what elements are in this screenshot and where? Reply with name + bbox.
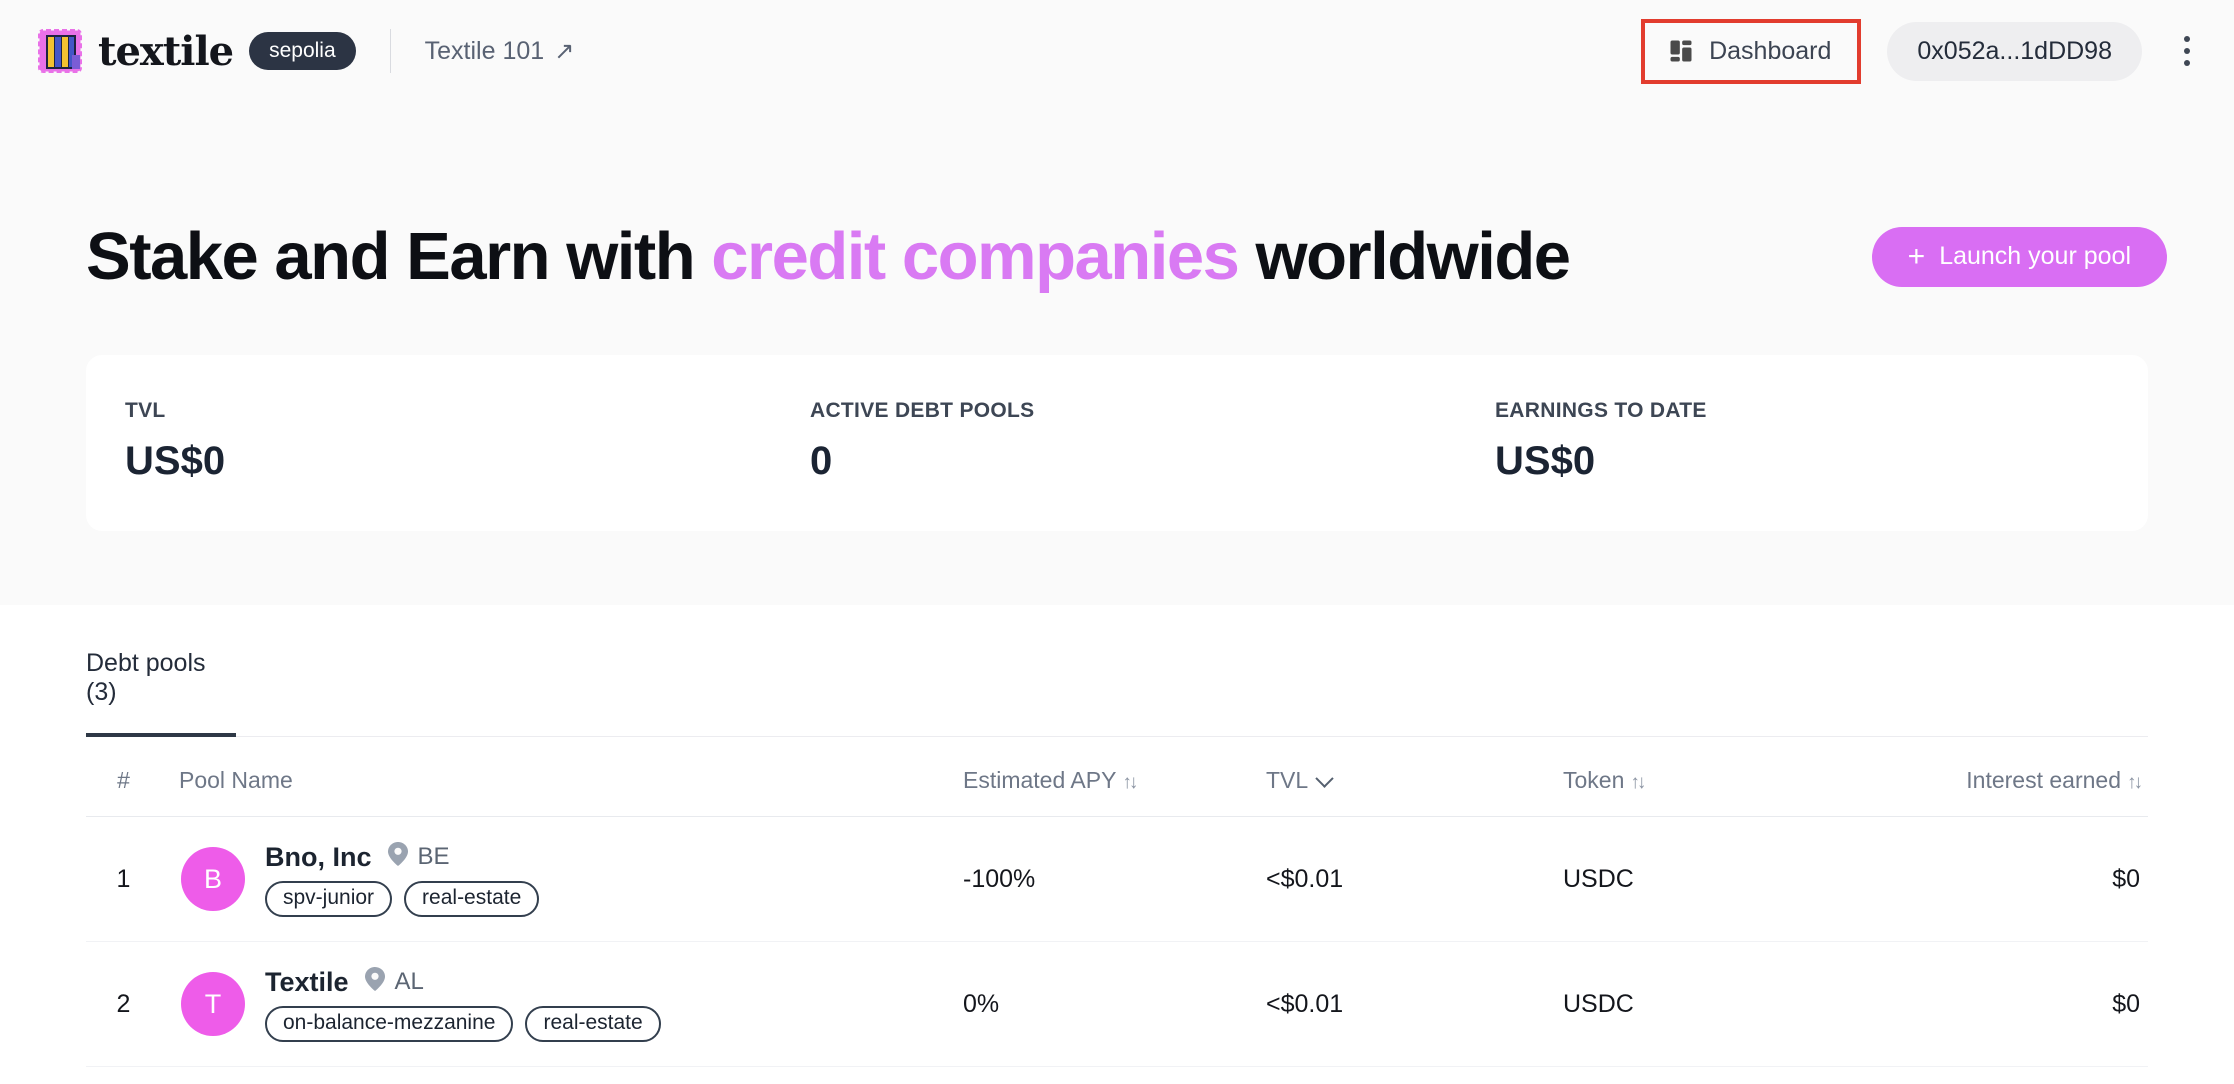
- hero: Stake and Earn with credit companies wor…: [86, 218, 2167, 295]
- sort-icon: ↑↓: [1630, 772, 1646, 793]
- cell-tvl: <$0.01: [1266, 941, 1563, 1067]
- cell-apy: -100%: [963, 816, 1266, 942]
- textile-stamp-logo-icon: [36, 27, 84, 75]
- dashboard-button-label: Dashboard: [1709, 36, 1832, 65]
- header-bar: textile sepolia Textile 101 ↗: [0, 0, 2234, 102]
- stat-tvl: TVL US$0: [125, 399, 810, 531]
- logo-link[interactable]: textile: [36, 27, 234, 75]
- pool-tags: spv-junior real-estate: [265, 880, 540, 917]
- stat-tvl-label: TVL: [125, 399, 166, 423]
- title-highlight: credit companies: [711, 219, 1240, 294]
- kebab-menu-icon[interactable]: [2176, 28, 2198, 74]
- row-index: 2: [86, 941, 161, 1067]
- tabbar: Debt pools (3): [86, 605, 2148, 737]
- row-index: 1: [86, 816, 161, 942]
- layout-dashboard-icon: [1667, 37, 1695, 65]
- table-row[interactable]: 2 T Textile AL: [86, 941, 2148, 1067]
- chevron-down-icon: [1315, 769, 1334, 788]
- page-title: Stake and Earn with credit companies wor…: [86, 218, 1571, 295]
- external-link-icon: ↗: [554, 37, 575, 65]
- wallet-address-button[interactable]: 0x052a...1dDD98: [1887, 21, 2142, 81]
- pool-name: Bno, Inc: [265, 841, 372, 872]
- sort-icon: ↑↓: [1122, 772, 1138, 793]
- pool-info: Bno, Inc BE spv-junior real-estate: [265, 841, 540, 917]
- header-right-group: Dashboard 0x052a...1dDD98: [1641, 18, 2198, 84]
- launch-pool-button-label: Launch your pool: [1939, 242, 2131, 271]
- col-index: #: [86, 739, 161, 817]
- pool-cell[interactable]: T Textile AL on-balance-mezzanine: [161, 966, 963, 1042]
- location-pin-icon: [364, 966, 385, 998]
- stats-card: TVL US$0 ACTIVE DEBT POOLS 0 EARNINGS TO…: [86, 355, 2148, 532]
- col-interest-earned-label: Interest earned: [1966, 767, 2121, 793]
- col-tvl[interactable]: TVL: [1266, 739, 1563, 817]
- tag: real-estate: [525, 1005, 661, 1042]
- stat-tvl-value: US$0: [125, 439, 226, 484]
- pool-name: Textile: [265, 966, 349, 997]
- cell-token: USDC: [1563, 816, 1959, 942]
- network-badge: sepolia: [249, 32, 356, 70]
- docs-link-label: Textile 101: [424, 36, 545, 65]
- stat-active-pools: ACTIVE DEBT POOLS 0: [810, 399, 1495, 531]
- tag: on-balance-mezzanine: [265, 1005, 514, 1042]
- pool-location: AL: [394, 968, 424, 995]
- tab-debt-pools[interactable]: Debt pools (3): [86, 649, 236, 737]
- pools-section: Debt pools (3) # Pool Name Estimated APY…: [0, 605, 2234, 1067]
- tag: spv-junior: [265, 880, 393, 917]
- table-header-row: # Pool Name Estimated APY ↑↓ TVL Token ↑↓ …: [86, 739, 2148, 817]
- pool-cell[interactable]: B Bno, Inc BE spv-junior: [161, 841, 963, 917]
- sort-icon: ↑↓: [2127, 772, 2143, 793]
- title-suffix: worldwide: [1238, 219, 1571, 294]
- title-prefix: Stake and Earn with: [86, 219, 712, 294]
- cell-interest: $0: [1959, 816, 2148, 942]
- cell-apy: 0%: [963, 941, 1266, 1067]
- col-token-label: Token: [1563, 767, 1625, 793]
- stat-active-pools-value: 0: [810, 439, 833, 484]
- top-section: textile sepolia Textile 101 ↗: [0, 0, 2234, 532]
- cell-token: USDC: [1563, 941, 1959, 1067]
- avatar: T: [181, 972, 245, 1036]
- launch-pool-button[interactable]: + Launch your pool: [1871, 226, 2167, 287]
- cell-tvl: <$0.01: [1266, 816, 1563, 942]
- tag: real-estate: [404, 880, 540, 917]
- col-interest-earned[interactable]: Interest earned ↑↓: [1959, 739, 2148, 817]
- cell-interest: $0: [1959, 941, 2148, 1067]
- brand-group: textile sepolia Textile 101 ↗: [36, 27, 574, 75]
- pool-location: BE: [417, 843, 450, 870]
- stat-earnings: EARNINGS TO DATE US$0: [1495, 399, 2148, 531]
- dashboard-button[interactable]: Dashboard: [1667, 37, 1831, 66]
- col-pool-name: Pool Name: [161, 739, 963, 817]
- col-token[interactable]: Token ↑↓: [1563, 739, 1959, 817]
- location-pin-icon: [387, 841, 408, 873]
- pools-table: # Pool Name Estimated APY ↑↓ TVL Token ↑↓ …: [86, 739, 2148, 1067]
- pool-info: Textile AL on-balance-mezzanine real-est…: [265, 966, 661, 1042]
- col-estimated-apy-label: Estimated APY: [963, 767, 1117, 793]
- stat-active-pools-label: ACTIVE DEBT POOLS: [810, 399, 1035, 423]
- plus-icon: +: [1907, 239, 1926, 273]
- stat-earnings-value: US$0: [1495, 439, 1596, 484]
- textile-101-link[interactable]: Textile 101 ↗: [425, 37, 575, 66]
- col-tvl-label: TVL: [1266, 767, 1309, 793]
- avatar: B: [181, 847, 245, 911]
- brand-wordmark: textile: [98, 27, 234, 75]
- header-divider: [389, 29, 391, 73]
- table-row[interactable]: 1 B Bno, Inc BE: [86, 816, 2148, 942]
- pool-tags: on-balance-mezzanine real-estate: [265, 1005, 661, 1042]
- red-annotation-box: Dashboard: [1641, 18, 1862, 84]
- stat-earnings-label: EARNINGS TO DATE: [1495, 399, 1707, 423]
- col-estimated-apy[interactable]: Estimated APY ↑↓: [963, 739, 1266, 817]
